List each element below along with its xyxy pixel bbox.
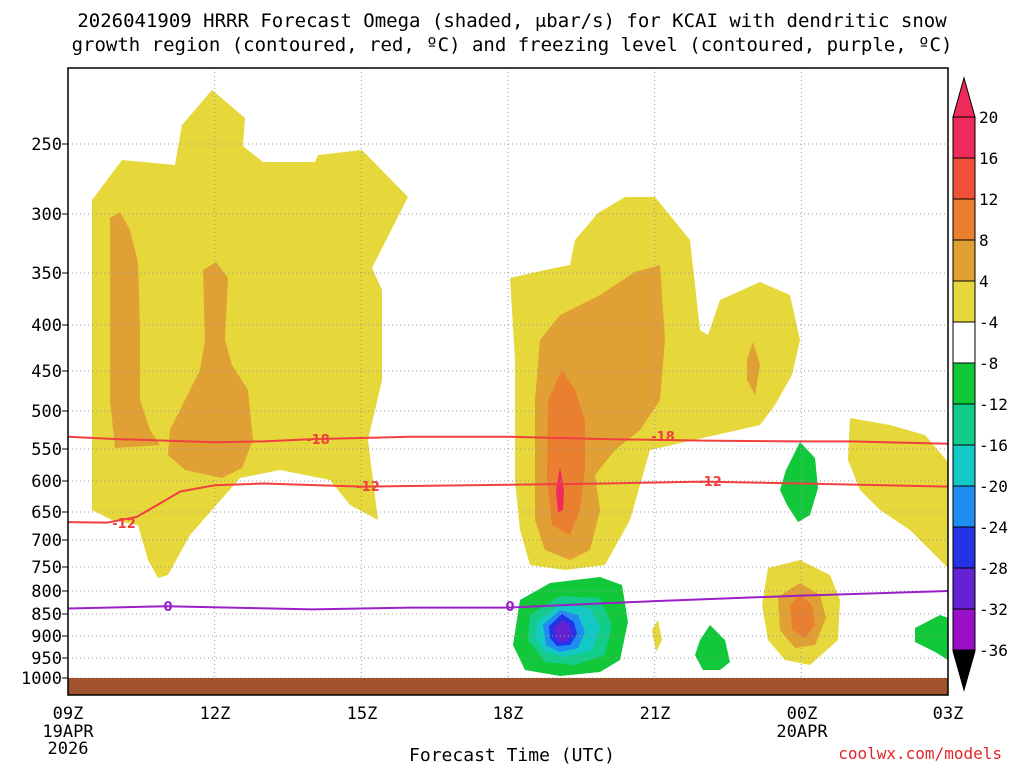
colorbar-label: -24 [979,518,1008,537]
x-tick-label: 21Z [640,704,671,724]
colorbar-label: -28 [979,559,1008,578]
colorbar-label: 20 [979,108,998,127]
plot-border [67,67,949,696]
omega-region-8-12-a [110,212,160,448]
omega-region-neg4-neg8-lower [695,625,730,670]
y-tick-label: 700 [31,531,62,551]
x-tick-label: 00Z [787,704,818,724]
omega-shading [92,90,948,676]
y-axis: 250 300 350 400 450 500 550 600 650 700 … [21,135,62,689]
omega-region-8-12-d [747,342,760,395]
omega-region-8-12-b [168,262,253,478]
colorbar-label: 16 [979,149,998,168]
colorbar-top-arrow [952,76,976,118]
omega-region-neg4-neg8-upper [780,442,818,522]
x-tick-label: 03Z [933,704,964,724]
colorbar-label: -8 [979,354,998,373]
colorbar-cell [952,239,976,282]
contour-label-minus18: -18 [651,430,675,445]
x-tick-label: 15Z [347,704,378,724]
colorbar-cell [952,280,976,323]
y-tick-label: 650 [31,503,62,523]
colorbar-labels: 20 16 12 8 4 -4 -8 -12 -16 -20 -24 -28 -… [979,108,1008,660]
colorbar-label: -4 [979,313,998,332]
colorbar-cell [952,444,976,487]
x-tick-label: 09Z [53,704,84,724]
colorbar-cell [952,362,976,405]
colorbar-cell [952,608,976,651]
x-tick-date: 19APR [42,722,94,742]
contour-label-minus12: -12 [698,475,722,490]
y-tick-label: 850 [31,605,62,625]
x-tick-year: 2026 [48,739,89,759]
contour-lines [67,435,949,611]
colorbar-cell [952,526,976,569]
colorbar-cell [952,198,976,241]
contour-label-minus12: -12 [112,517,136,532]
y-tick-label: 450 [31,362,62,382]
x-axis-title: Forecast Time (UTC) [409,745,615,766]
contour-label-zero: 0 [163,600,172,615]
y-tick-label: 300 [31,205,62,225]
colorbar-label: 8 [979,231,989,250]
omega-region-neg4-neg8-right [915,615,948,660]
contour-line-minus12 [67,480,949,524]
contour-line-minus18 [67,435,949,445]
x-tick-label: 18Z [493,704,524,724]
colorbar-label: -12 [979,395,1008,414]
y-tick-label: 250 [31,135,62,155]
colorbar-cell [952,403,976,446]
y-tick-label: 350 [31,264,62,284]
colorbar-cell [952,321,976,364]
contour-label-zero: 0 [505,600,514,615]
y-tick-label: 1000 [21,669,62,689]
colorbar-label: 4 [979,272,989,291]
colorbar-bottom-arrow [952,650,976,692]
colorbar-cell [952,567,976,610]
x-axis: 09Z 19APR 2026 12Z 15Z 18Z 21Z 00Z 20APR… [42,704,963,759]
contour-label-minus18: -18 [306,433,330,448]
source-credit: coolwx.com/models [838,744,1002,763]
colorbar-cell [952,157,976,200]
omega-region-4-8-right [848,418,948,568]
x-tick-label: 12Z [200,704,231,724]
y-tick-label: 400 [31,316,62,336]
chart-title-line-1: 2026041909 HRRR Forecast Omega (shaded, … [77,10,947,32]
y-tick-label: 750 [31,558,62,578]
y-tick-label: 950 [31,649,62,669]
contour-label-minus12: -12 [356,480,380,495]
y-tick-label: 900 [31,627,62,647]
omega-region-16-20 [556,467,564,512]
x-tick-date: 20APR [776,722,828,742]
colorbar-label: -20 [979,477,1008,496]
y-tick-label: 800 [31,582,62,602]
colorbar-label: -36 [979,641,1008,660]
contour-line-0 [67,590,949,611]
colorbar-label: -16 [979,436,1008,455]
omega-region-12-16-b [790,595,815,638]
omega-region-neg24-neg28 [554,620,572,642]
y-tick-label: 600 [31,472,62,492]
colorbar [952,76,976,692]
y-tick-label: 550 [31,440,62,460]
colorbar-cells [952,116,976,651]
colorbar-cell [952,485,976,528]
ground-surface [68,678,948,695]
colorbar-label: 12 [979,190,998,209]
y-tick-label: 500 [31,402,62,422]
contour-labels: -18 -18 -12 -12 -12 0 0 [112,430,722,615]
colorbar-label: -32 [979,600,1008,619]
chart-title-line-2: growth region (contoured, red, ºC) and f… [71,34,953,56]
colorbar-cell [952,116,976,159]
